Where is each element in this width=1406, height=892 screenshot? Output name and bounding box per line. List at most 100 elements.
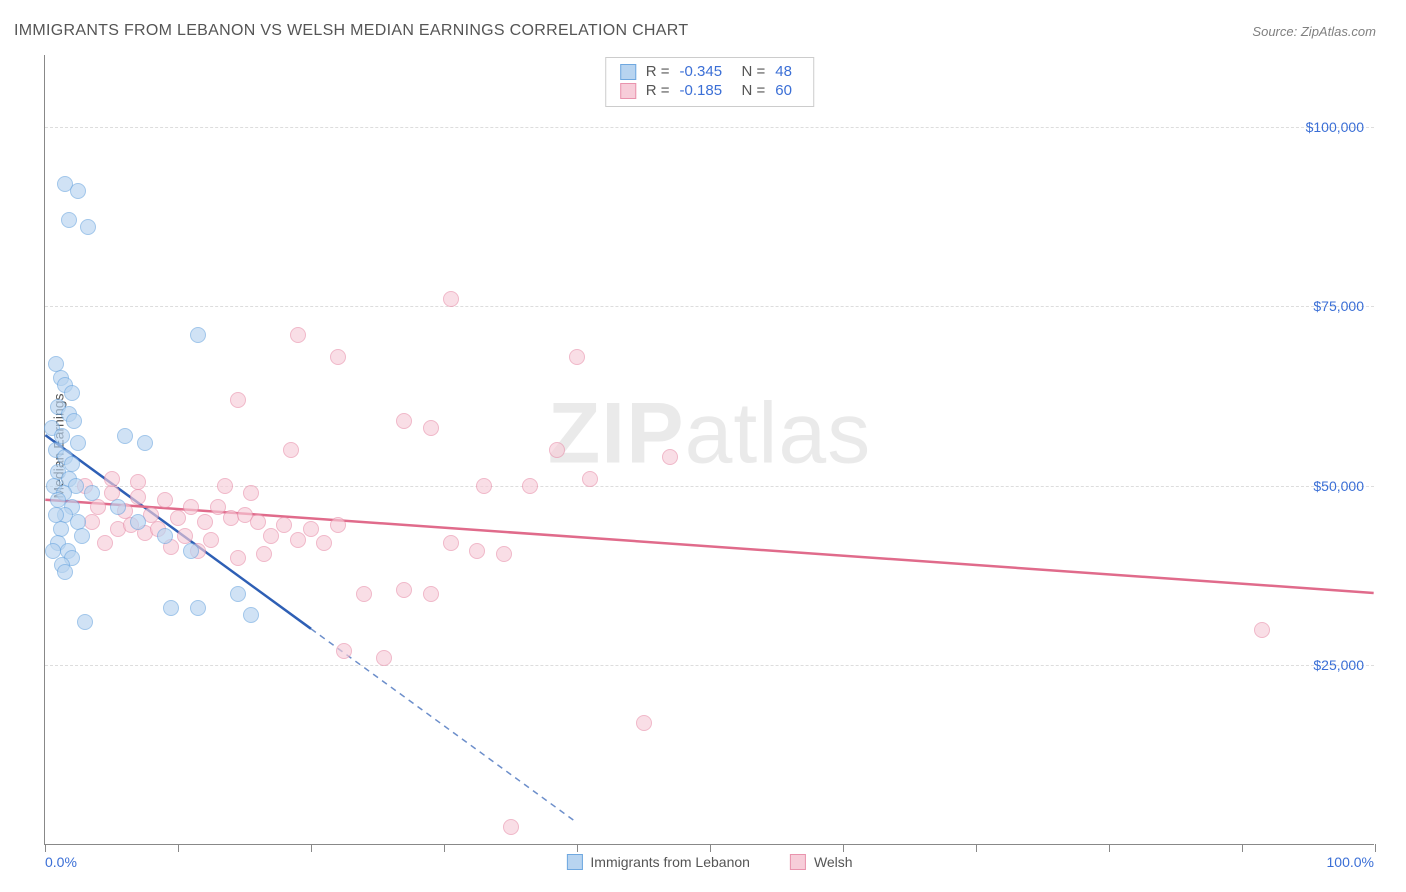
trend-lines-layer	[45, 55, 1374, 844]
x-axis-min-label: 0.0%	[45, 854, 77, 870]
y-tick-label: $50,000	[1313, 478, 1364, 494]
data-point-lebanon	[117, 428, 133, 444]
legend-swatch-lebanon	[566, 854, 582, 870]
r-label: R =	[646, 82, 670, 99]
data-point-welsh	[217, 478, 233, 494]
data-point-welsh	[104, 471, 120, 487]
n-label: N =	[742, 63, 766, 80]
data-point-lebanon	[57, 564, 73, 580]
data-point-lebanon	[74, 528, 90, 544]
data-point-lebanon	[61, 212, 77, 228]
data-point-lebanon	[53, 521, 69, 537]
data-point-welsh	[256, 546, 272, 562]
data-point-welsh	[423, 586, 439, 602]
data-point-welsh	[549, 442, 565, 458]
y-tick-label: $100,000	[1306, 119, 1364, 135]
legend-bottom: Immigrants from Lebanon Welsh	[566, 854, 852, 870]
data-point-welsh	[97, 535, 113, 551]
chart-title: IMMIGRANTS FROM LEBANON VS WELSH MEDIAN …	[14, 22, 688, 40]
source-label: Source:	[1252, 24, 1297, 39]
data-point-welsh	[496, 546, 512, 562]
legend-item-welsh: Welsh	[790, 854, 853, 870]
n-label: N =	[742, 82, 766, 99]
trend-line-ext-lebanon	[311, 629, 577, 823]
n-value-lebanon: 48	[775, 63, 799, 80]
x-tick	[577, 844, 578, 852]
x-tick	[1109, 844, 1110, 852]
data-point-lebanon	[64, 385, 80, 401]
data-point-welsh	[290, 532, 306, 548]
data-point-lebanon	[77, 614, 93, 630]
data-point-welsh	[396, 413, 412, 429]
swatch-welsh	[620, 83, 636, 99]
data-point-lebanon	[190, 600, 206, 616]
data-point-lebanon	[70, 435, 86, 451]
x-tick	[444, 844, 445, 852]
x-tick	[311, 844, 312, 852]
n-value-welsh: 60	[775, 82, 799, 99]
data-point-welsh	[316, 535, 332, 551]
data-point-welsh	[157, 492, 173, 508]
y-tick-label: $75,000	[1313, 298, 1364, 314]
data-point-lebanon	[157, 528, 173, 544]
data-point-lebanon	[70, 183, 86, 199]
x-tick	[843, 844, 844, 852]
r-value-lebanon: -0.345	[680, 63, 732, 80]
data-point-welsh	[423, 420, 439, 436]
data-point-welsh	[662, 449, 678, 465]
data-point-welsh	[443, 291, 459, 307]
data-point-welsh	[522, 478, 538, 494]
x-tick	[1375, 844, 1376, 852]
data-point-lebanon	[66, 413, 82, 429]
data-point-welsh	[569, 349, 585, 365]
source-value: ZipAtlas.com	[1301, 24, 1376, 39]
data-point-welsh	[376, 650, 392, 666]
data-point-welsh	[636, 715, 652, 731]
swatch-lebanon	[620, 64, 636, 80]
x-tick	[710, 844, 711, 852]
data-point-lebanon	[137, 435, 153, 451]
data-point-lebanon	[230, 586, 246, 602]
stats-row-welsh: R = -0.185 N = 60	[620, 81, 800, 100]
watermark: ZIPatlas	[548, 384, 871, 483]
data-point-welsh	[210, 499, 226, 515]
data-point-welsh	[443, 535, 459, 551]
data-point-welsh	[469, 543, 485, 559]
data-point-lebanon	[183, 543, 199, 559]
gridline	[45, 306, 1374, 307]
data-point-lebanon	[130, 514, 146, 530]
data-point-welsh	[230, 550, 246, 566]
data-point-welsh	[276, 517, 292, 533]
data-point-welsh	[130, 489, 146, 505]
data-point-welsh	[243, 485, 259, 501]
plot-area: ZIPatlas R = -0.345 N = 48 R = -0.185 N …	[44, 55, 1374, 845]
data-point-welsh	[356, 586, 372, 602]
data-point-welsh	[582, 471, 598, 487]
stats-legend-box: R = -0.345 N = 48 R = -0.185 N = 60	[605, 57, 815, 107]
data-point-lebanon	[45, 543, 61, 559]
gridline	[45, 665, 1374, 666]
r-value-welsh: -0.185	[680, 82, 732, 99]
source-attribution: Source: ZipAtlas.com	[1252, 24, 1376, 39]
data-point-lebanon	[243, 607, 259, 623]
data-point-welsh	[170, 510, 186, 526]
data-point-lebanon	[163, 600, 179, 616]
data-point-welsh	[263, 528, 279, 544]
data-point-welsh	[283, 442, 299, 458]
data-point-welsh	[303, 521, 319, 537]
gridline	[45, 127, 1374, 128]
chart-container: IMMIGRANTS FROM LEBANON VS WELSH MEDIAN …	[0, 0, 1406, 892]
data-point-welsh	[197, 514, 213, 530]
data-point-welsh	[230, 392, 246, 408]
data-point-welsh	[336, 643, 352, 659]
legend-item-lebanon: Immigrants from Lebanon	[566, 854, 750, 870]
legend-label-lebanon: Immigrants from Lebanon	[590, 854, 750, 870]
data-point-welsh	[290, 327, 306, 343]
data-point-lebanon	[110, 499, 126, 515]
x-tick	[45, 844, 46, 852]
y-tick-label: $25,000	[1313, 657, 1364, 673]
data-point-welsh	[476, 478, 492, 494]
data-point-lebanon	[80, 219, 96, 235]
x-tick	[1242, 844, 1243, 852]
data-point-welsh	[396, 582, 412, 598]
